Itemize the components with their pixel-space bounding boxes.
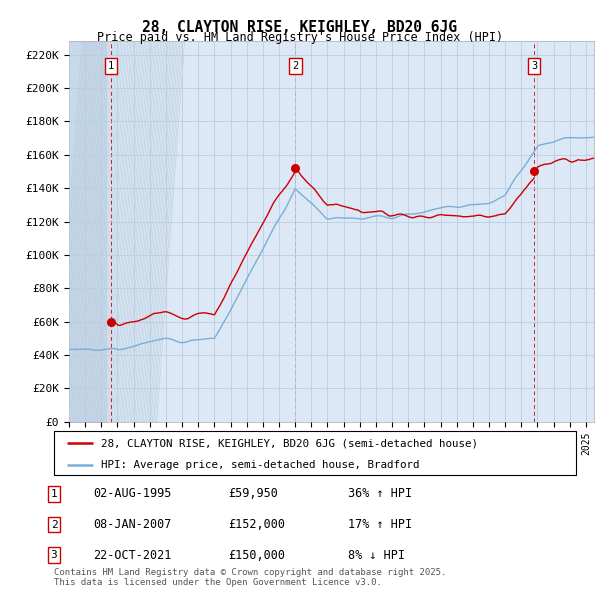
Text: 02-AUG-1995: 02-AUG-1995 — [93, 487, 172, 500]
Text: 22-OCT-2021: 22-OCT-2021 — [93, 549, 172, 562]
Text: £152,000: £152,000 — [228, 518, 285, 531]
Text: HPI: Average price, semi-detached house, Bradford: HPI: Average price, semi-detached house,… — [101, 460, 419, 470]
Text: Contains HM Land Registry data © Crown copyright and database right 2025.
This d: Contains HM Land Registry data © Crown c… — [54, 568, 446, 587]
Text: 36% ↑ HPI: 36% ↑ HPI — [348, 487, 412, 500]
Text: 8% ↓ HPI: 8% ↓ HPI — [348, 549, 405, 562]
Text: 08-JAN-2007: 08-JAN-2007 — [93, 518, 172, 531]
Text: 1: 1 — [50, 489, 58, 499]
Text: 2: 2 — [292, 61, 299, 71]
Text: 1: 1 — [107, 61, 114, 71]
Text: 3: 3 — [50, 550, 58, 560]
FancyBboxPatch shape — [54, 431, 576, 475]
Text: £150,000: £150,000 — [228, 549, 285, 562]
Text: 2: 2 — [50, 520, 58, 529]
Text: 28, CLAYTON RISE, KEIGHLEY, BD20 6JG: 28, CLAYTON RISE, KEIGHLEY, BD20 6JG — [143, 20, 458, 35]
Text: £59,950: £59,950 — [228, 487, 278, 500]
Text: 28, CLAYTON RISE, KEIGHLEY, BD20 6JG (semi-detached house): 28, CLAYTON RISE, KEIGHLEY, BD20 6JG (se… — [101, 438, 478, 448]
Text: 17% ↑ HPI: 17% ↑ HPI — [348, 518, 412, 531]
Text: 3: 3 — [531, 61, 538, 71]
Text: Price paid vs. HM Land Registry's House Price Index (HPI): Price paid vs. HM Land Registry's House … — [97, 31, 503, 44]
